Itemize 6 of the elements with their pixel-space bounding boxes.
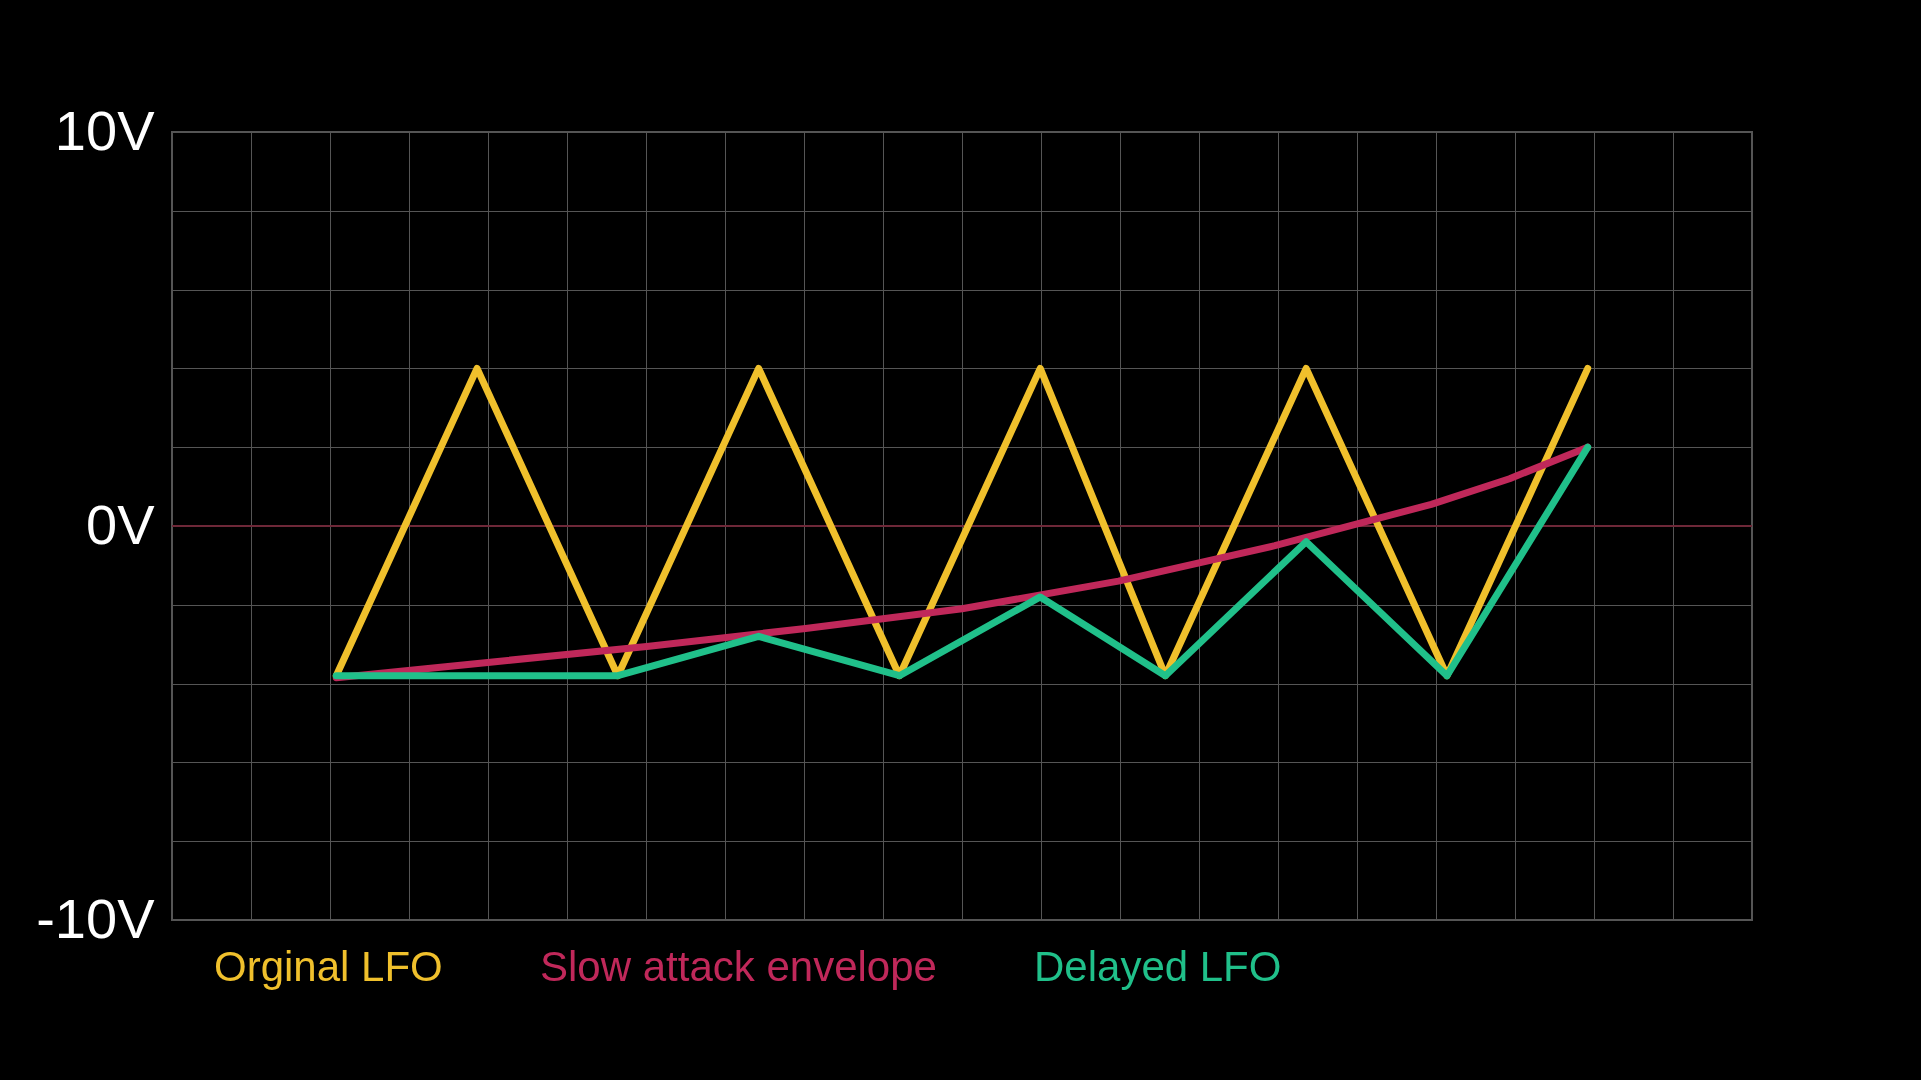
text: Orginal LFO	[214, 943, 443, 990]
y-tick-label: 0V	[86, 492, 156, 556]
y-tick-label: -10V	[36, 886, 156, 950]
text: Delayed LFO	[1034, 943, 1282, 990]
text: Slow attack envelope	[540, 943, 937, 990]
y-tick-label: 10V	[54, 98, 156, 162]
